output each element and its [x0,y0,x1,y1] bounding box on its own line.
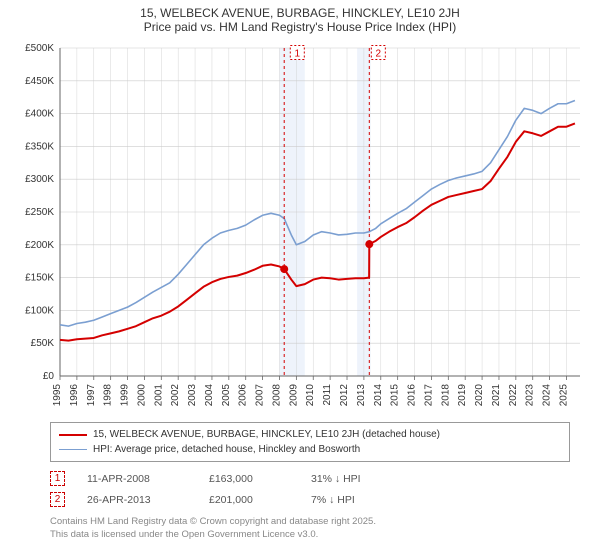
x-tick-label: 2014 [373,384,384,407]
x-tick-label: 2010 [305,384,316,407]
x-tick-label: 2019 [457,384,468,407]
x-tick-label: 2004 [204,384,215,407]
y-tick-label: £0 [43,371,55,382]
x-tick-label: 2012 [339,384,350,407]
y-tick-label: £400K [25,109,54,120]
x-tick-label: 2023 [525,384,536,407]
legend-row: 15, WELBECK AVENUE, BURBAGE, HINCKLEY, L… [59,427,561,442]
x-tick-label: 1996 [69,384,80,407]
x-tick-label: 2024 [542,384,553,407]
y-tick-label: £50K [31,338,55,349]
x-tick-label: 1997 [86,384,97,407]
sale-date: 26-APR-2013 [87,494,187,506]
x-tick-label: 1995 [52,384,63,407]
x-tick-label: 2018 [440,384,451,407]
x-tick-label: 2008 [271,384,282,407]
y-tick-label: £350K [25,141,54,152]
footer-line-1: Contains HM Land Registry data © Crown c… [50,516,570,529]
x-tick-label: 2003 [187,384,198,407]
x-tick-label: 2020 [474,384,485,407]
x-tick-label: 2011 [322,384,333,406]
sale-marker-ref: 1 [50,471,65,486]
x-tick-label: 2016 [407,384,418,407]
y-tick-label: £500K [25,43,54,54]
chart-area: £0 £50K £100K £150K £200K £250K £300K £350K £400… [10,38,590,418]
sale-row: 2 26-APR-2013 £201,000 7% ↓ HPI [50,489,570,510]
x-tick-label: 2001 [153,384,164,407]
legend-box: 15, WELBECK AVENUE, BURBAGE, HINCKLEY, L… [50,422,570,462]
series-hpi [60,100,575,326]
sale-marker-dot [280,265,288,273]
sale-rows: 1 11-APR-2008 £163,000 31% ↓ HPI 2 26-APR-201… [50,468,570,510]
footer-line-2: This data is licensed under the Open Gov… [50,529,570,542]
y-tick-label: £100K [25,305,54,316]
y-tick-label: £150K [25,273,54,284]
y-tick-label: £250K [25,207,54,218]
series-price_paid [60,123,575,340]
sale-marker-ref: 2 [50,492,65,507]
x-tick-label: 2000 [136,384,147,407]
y-tick-label: £300K [25,174,54,185]
chart-title-block: 15, WELBECK AVENUE, BURBAGE, HINCKLEY, L… [0,0,600,38]
legend-label: HPI: Average price, detached house, Hinc… [93,442,360,457]
legend-swatch [59,434,87,436]
sale-hpi-diff: 7% ↓ HPI [311,494,411,506]
sale-row: 1 11-APR-2008 £163,000 31% ↓ HPI [50,468,570,489]
sale-hpi-diff: 31% ↓ HPI [311,473,411,485]
sale-date: 11-APR-2008 [87,473,187,485]
y-tick-label: £450K [25,76,54,87]
y-tick-label: £200K [25,240,54,251]
sale-marker-number: 2 [376,49,382,60]
line-chart-svg: £0 £50K £100K £150K £200K £250K £300K £350K £400… [10,38,590,418]
attribution-footer: Contains HM Land Registry data © Crown c… [50,516,570,542]
x-tick-label: 2015 [390,384,401,407]
sale-price: £201,000 [209,494,289,506]
x-tick-label: 2025 [558,384,569,407]
legend-swatch [59,449,87,451]
x-tick-label: 1998 [103,384,114,407]
legend-row: HPI: Average price, detached house, Hinc… [59,442,561,457]
x-tick-label: 1999 [120,384,131,407]
x-tick-label: 2013 [356,384,367,407]
title-line-2: Price paid vs. HM Land Registry's House … [0,20,600,34]
x-tick-label: 2002 [170,384,181,407]
sale-marker-number: 1 [295,49,301,60]
x-tick-label: 2017 [423,384,434,407]
x-tick-label: 2022 [508,384,519,407]
title-line-1: 15, WELBECK AVENUE, BURBAGE, HINCKLEY, L… [0,6,600,20]
x-tick-label: 2005 [221,384,232,407]
sale-price: £163,000 [209,473,289,485]
x-tick-label: 2021 [491,384,502,407]
x-tick-label: 2007 [255,384,266,407]
x-tick-label: 2006 [238,384,249,407]
legend-label: 15, WELBECK AVENUE, BURBAGE, HINCKLEY, L… [93,427,440,442]
x-tick-label: 2009 [288,384,299,407]
sale-marker-dot [365,240,373,248]
